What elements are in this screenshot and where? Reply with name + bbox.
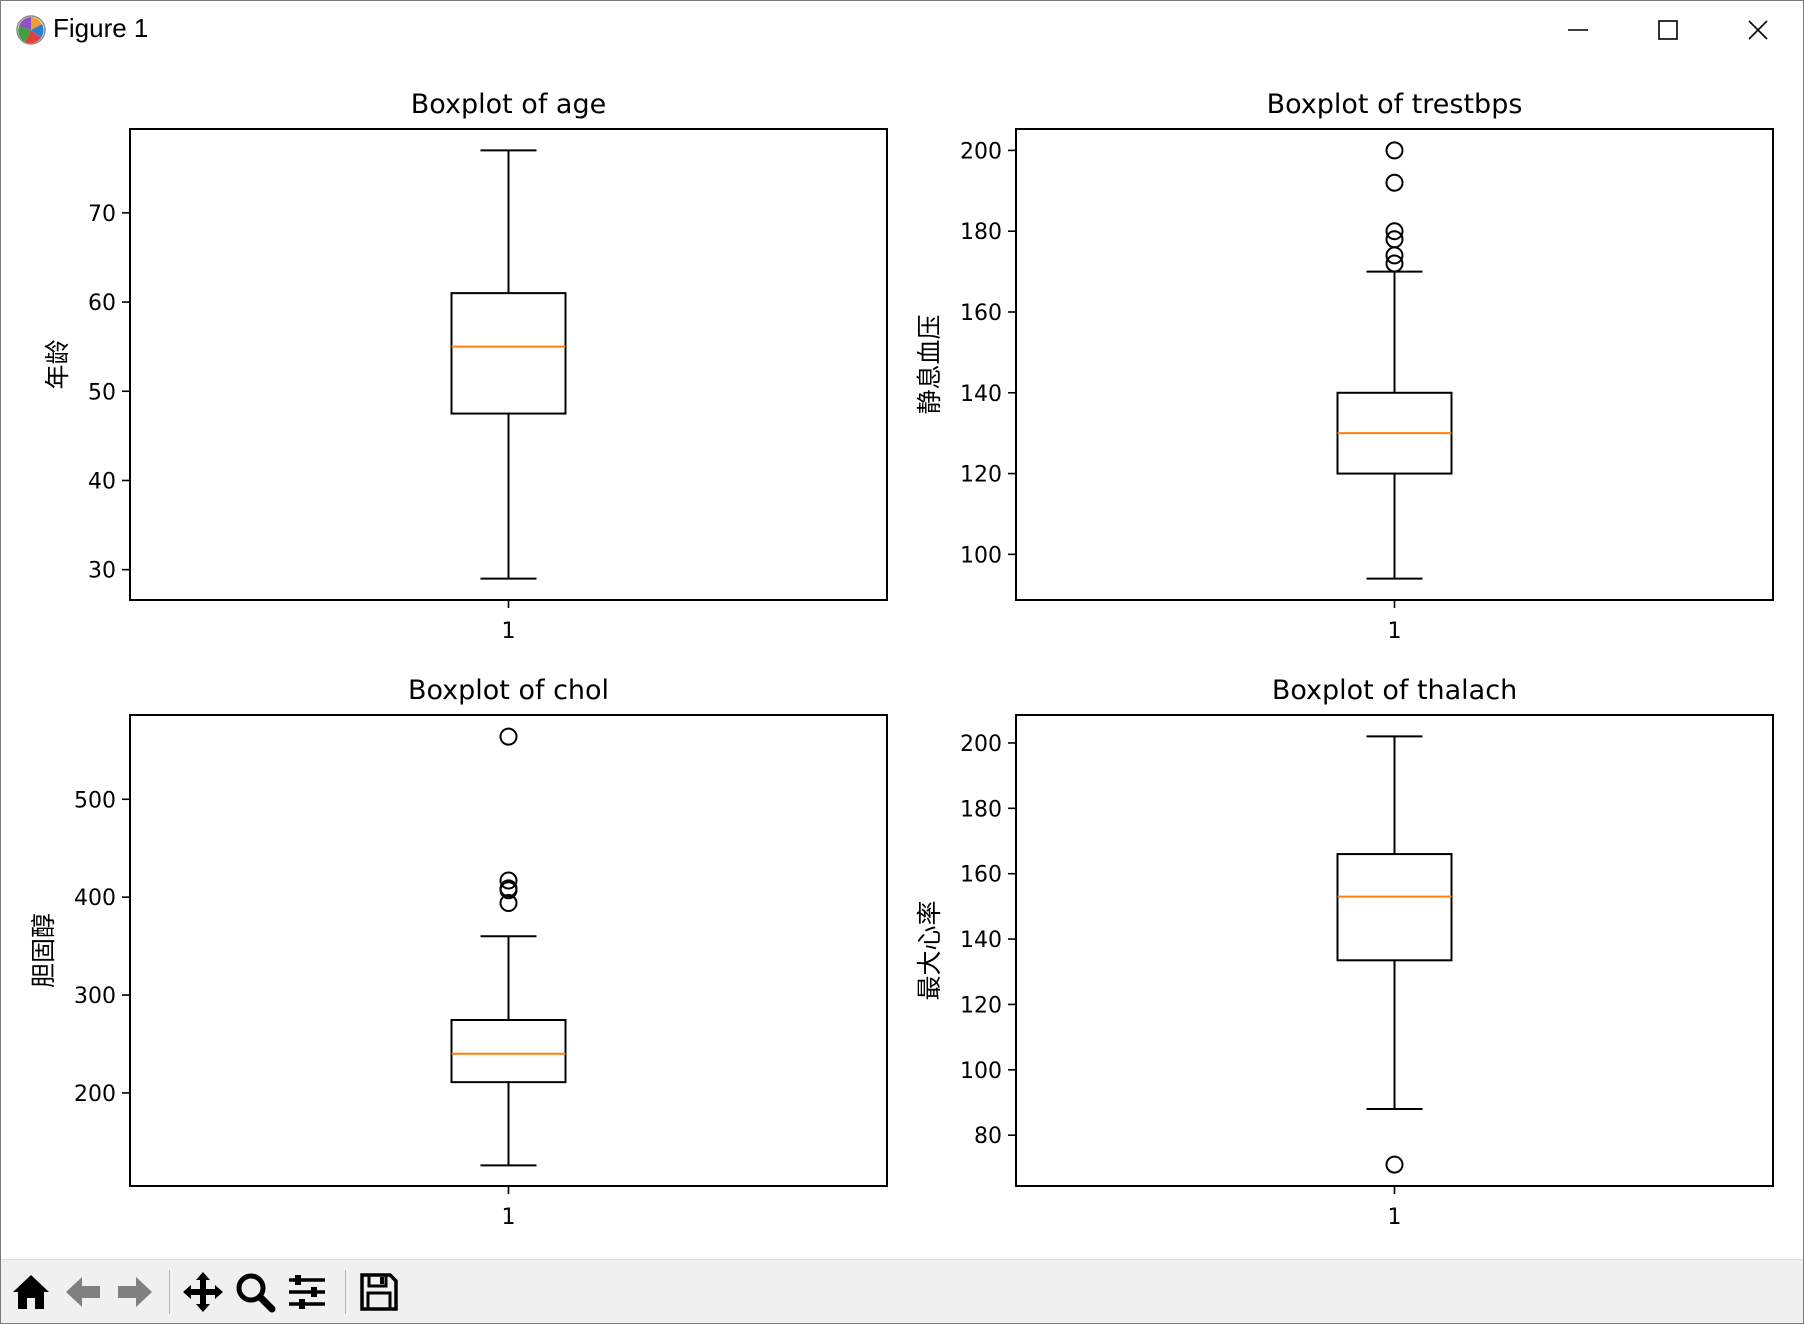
navigation-toolbar xyxy=(1,1259,1803,1323)
matplotlib-logo-icon xyxy=(16,15,46,45)
outlier-point xyxy=(1385,246,1404,265)
x-tick-label: 1 xyxy=(502,619,516,644)
magnifier-icon xyxy=(236,1273,276,1313)
y-tick-label: 120 xyxy=(960,463,1002,488)
y-tick-label: 80 xyxy=(974,1124,1002,1149)
y-tick-label: 40 xyxy=(88,469,116,494)
y-axis-label: 静息血压 xyxy=(915,314,944,414)
minimize-icon xyxy=(1568,29,1588,31)
outlier-point xyxy=(499,881,518,900)
toolbar-separator xyxy=(169,1270,170,1314)
iqr-box xyxy=(1336,853,1453,962)
x-tick-label: 1 xyxy=(1388,1205,1402,1230)
toolbar-separator xyxy=(345,1270,346,1314)
outlier-point xyxy=(1385,222,1404,241)
maximize-icon xyxy=(1658,20,1678,40)
window-title: Figure 1 xyxy=(53,13,149,43)
y-tick-label: 180 xyxy=(960,797,1002,822)
subplot-title: Boxplot of age xyxy=(411,89,606,120)
arrow-left-icon xyxy=(66,1277,100,1307)
maximize-button[interactable] xyxy=(1623,1,1713,59)
move-icon xyxy=(183,1272,223,1312)
back-button[interactable] xyxy=(59,1268,107,1316)
outlier-point xyxy=(499,871,518,890)
sliders-icon xyxy=(289,1275,325,1309)
outlier-point xyxy=(1385,1155,1404,1174)
y-tick-label: 200 xyxy=(74,1082,116,1107)
iqr-box xyxy=(450,292,567,415)
y-tick-label: 160 xyxy=(960,863,1002,888)
title-bar[interactable]: Figure 1 xyxy=(1,1,1803,59)
iqr-box xyxy=(450,1018,567,1084)
x-tick-label: 1 xyxy=(1388,619,1402,644)
y-tick-label: 100 xyxy=(960,543,1002,568)
y-axis-label: 胆固醇 xyxy=(29,913,58,988)
minimize-button[interactable] xyxy=(1533,1,1623,59)
y-tick-label: 60 xyxy=(88,291,116,316)
floppy-disk-icon xyxy=(360,1273,398,1311)
y-tick-label: 50 xyxy=(88,380,116,405)
outlier-point xyxy=(1385,254,1404,273)
y-axis-label: 最大心率 xyxy=(915,900,944,1000)
y-tick-label: 30 xyxy=(88,559,116,584)
y-tick-label: 100 xyxy=(960,1059,1002,1084)
subplot-title: Boxplot of trestbps xyxy=(1267,89,1523,120)
y-axis-label: 年龄 xyxy=(43,339,72,389)
y-tick-label: 500 xyxy=(74,788,116,813)
y-tick-label: 70 xyxy=(88,202,116,227)
close-button[interactable] xyxy=(1713,1,1803,59)
x-tick-label: 1 xyxy=(502,1205,516,1230)
y-tick-label: 160 xyxy=(960,301,1002,326)
y-tick-label: 300 xyxy=(74,984,116,1009)
home-button[interactable] xyxy=(7,1268,55,1316)
zoom-button[interactable] xyxy=(231,1268,279,1316)
outlier-point xyxy=(499,727,518,746)
pan-button[interactable] xyxy=(179,1268,227,1316)
forward-button[interactable] xyxy=(111,1268,159,1316)
close-icon xyxy=(1748,20,1768,40)
save-figure-button[interactable] xyxy=(355,1268,403,1316)
y-tick-label: 200 xyxy=(960,139,1002,164)
y-tick-label: 200 xyxy=(960,732,1002,757)
outlier-point xyxy=(1385,141,1404,160)
outlier-point xyxy=(1385,173,1404,192)
configure-subplots-button[interactable] xyxy=(283,1268,331,1316)
outlier-point xyxy=(499,894,518,913)
boxplot-figure: Boxplot of age 30 40 50 60 70 1 年龄 Boxplot of tr… xyxy=(29,89,1774,1230)
home-icon xyxy=(13,1275,49,1309)
figure-canvas[interactable]: Boxplot of age 30 40 50 60 70 1 年龄 Boxplot of tr… xyxy=(1,59,1803,1259)
subplot-title: Boxplot of thalach xyxy=(1272,675,1517,706)
y-tick-label: 400 xyxy=(74,886,116,911)
y-tick-label: 120 xyxy=(960,993,1002,1018)
y-tick-label: 140 xyxy=(960,928,1002,953)
y-tick-label: 180 xyxy=(960,220,1002,245)
arrow-right-icon xyxy=(118,1277,152,1307)
y-tick-label: 140 xyxy=(960,382,1002,407)
subplot-title: Boxplot of chol xyxy=(408,675,609,706)
